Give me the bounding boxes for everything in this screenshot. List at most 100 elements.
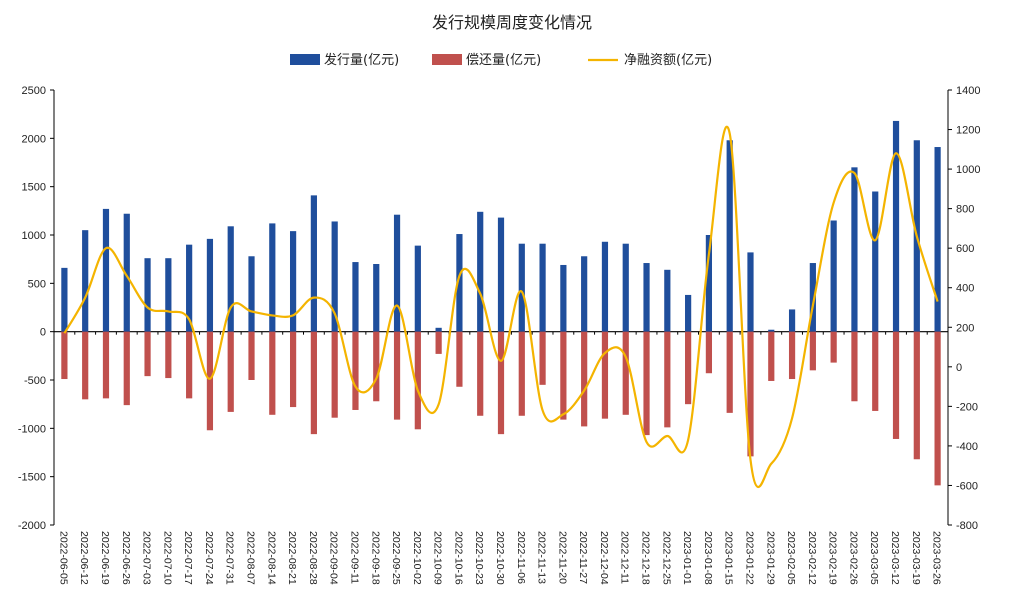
x-tick-label: 2023-02-05 (785, 531, 797, 585)
repayment-bar (664, 331, 671, 428)
repayment-bar (601, 331, 609, 419)
right-tick-label: 800 (956, 204, 974, 216)
issuance-bar (643, 263, 650, 332)
axes: 25002000150010005000-500-1000-1500-20001… (18, 85, 981, 532)
right-tick-label: -400 (956, 441, 978, 453)
repayment-bar (497, 331, 505, 435)
repayment-bar (393, 331, 401, 420)
issuance-bar (393, 214, 401, 332)
x-tick-label: 2022-10-30 (494, 531, 506, 585)
issuance-bar (581, 256, 588, 332)
x-tick-label: 2022-09-18 (369, 531, 381, 585)
left-tick-label: -1500 (18, 472, 46, 484)
net-financing-line-layer (63, 125, 939, 489)
repayment-bar (830, 331, 837, 363)
repayment-bar (518, 331, 525, 416)
repayment-bar (186, 331, 193, 399)
issuance-bar (373, 264, 380, 332)
legend-item-net-financing: 净融资额(亿元) (588, 53, 712, 68)
net-financing-line (63, 125, 939, 489)
repayment-bar (456, 331, 463, 387)
repayment-bar (892, 331, 900, 439)
x-tick-label: 2022-11-06 (515, 531, 527, 584)
repayment-bar (289, 331, 297, 408)
x-tick-label: 2023-01-15 (723, 531, 735, 585)
repayment-bar (227, 331, 234, 412)
repayment-bar (539, 331, 546, 385)
repayment-bar (102, 331, 110, 399)
issuance-bar (705, 235, 713, 332)
legend-label-net-financing: 净融资额(亿元) (624, 53, 712, 68)
right-tick-label: 200 (956, 322, 974, 334)
x-tick-label: 2023-01-29 (764, 531, 776, 585)
issuance-bar (352, 262, 359, 332)
issuance-bar (227, 226, 234, 332)
bars (61, 120, 941, 486)
legend-swatch-issuance (290, 54, 320, 65)
repayment-bar (144, 331, 151, 377)
x-tick-label: 2023-03-05 (868, 531, 880, 585)
repayment-bar (477, 331, 484, 416)
repayment-bar (123, 331, 130, 406)
issuance-bar (664, 269, 671, 332)
issuance-bar (144, 258, 151, 332)
left-tick-label: 1000 (22, 230, 46, 242)
x-tick-label: 2022-10-02 (411, 531, 423, 585)
repayment-bar (872, 331, 879, 411)
repayment-bar (248, 331, 255, 380)
x-tick-label: 2022-08-28 (307, 531, 319, 585)
right-tick-label: -800 (956, 520, 978, 532)
x-tick-label: 2023-02-26 (847, 531, 859, 585)
x-tick-label: 2022-07-24 (203, 531, 215, 585)
repayment-bar (435, 331, 442, 354)
issuance-bar (165, 258, 172, 332)
issuance-bar (477, 211, 484, 332)
x-tick-label: 2022-10-16 (452, 531, 464, 585)
repayment-bar (82, 331, 89, 400)
repayment-bar (747, 331, 754, 457)
repayment-bar (61, 331, 68, 380)
repayment-bar (726, 331, 733, 413)
right-tick-label: 1200 (956, 125, 980, 137)
right-tick-label: 1000 (956, 164, 980, 176)
x-tick-label: 2022-06-05 (57, 531, 69, 585)
issuance-bar (518, 243, 525, 332)
x-tick-label: 2022-12-25 (660, 531, 672, 585)
x-tick-label: 2023-01-01 (681, 531, 693, 585)
issuance-bar (102, 208, 110, 332)
issuance-bar (310, 195, 317, 332)
x-tick-label: 2022-12-18 (640, 531, 652, 585)
legend-item-repayment: 偿还量(亿元) (432, 53, 541, 68)
left-tick-label: 2000 (22, 133, 46, 145)
repayment-bar (310, 331, 317, 435)
issuance-bar (61, 267, 68, 332)
x-tick-label: 2022-06-19 (99, 531, 111, 585)
left-tick-label: 2500 (22, 85, 46, 97)
x-tick-label: 2022-09-04 (328, 531, 340, 585)
x-tick-label: 2023-03-26 (931, 531, 943, 585)
issuance-bar (82, 230, 89, 332)
repayment-bar (373, 331, 380, 402)
repayment-bar (331, 331, 338, 418)
left-tick-label: 1500 (22, 182, 46, 194)
issuance-bar (872, 191, 879, 332)
repayment-bar (809, 331, 816, 371)
x-tick-label: 2022-11-20 (556, 531, 568, 584)
repayment-bar (788, 331, 796, 380)
right-tick-label: 400 (956, 283, 974, 295)
x-tick-label: 2022-08-07 (245, 531, 257, 585)
issuance-bar (435, 327, 442, 332)
issuance-bar (788, 309, 796, 332)
repayment-bar (622, 331, 629, 415)
x-tick-label: 2022-07-17 (182, 531, 194, 585)
repayment-bar (414, 331, 421, 430)
legend-item-issuance: 发行量(亿元) (290, 52, 399, 68)
x-tick-label: 2023-03-19 (910, 531, 922, 585)
x-tick-label: 2022-06-12 (78, 531, 90, 585)
repayment-bar (705, 331, 713, 374)
legend: 发行量(亿元) 偿还量(亿元) 净融资额(亿元) (290, 52, 712, 68)
repayment-bar (269, 331, 276, 415)
issuance-bar (123, 213, 130, 332)
left-tick-label: -1000 (18, 423, 46, 435)
